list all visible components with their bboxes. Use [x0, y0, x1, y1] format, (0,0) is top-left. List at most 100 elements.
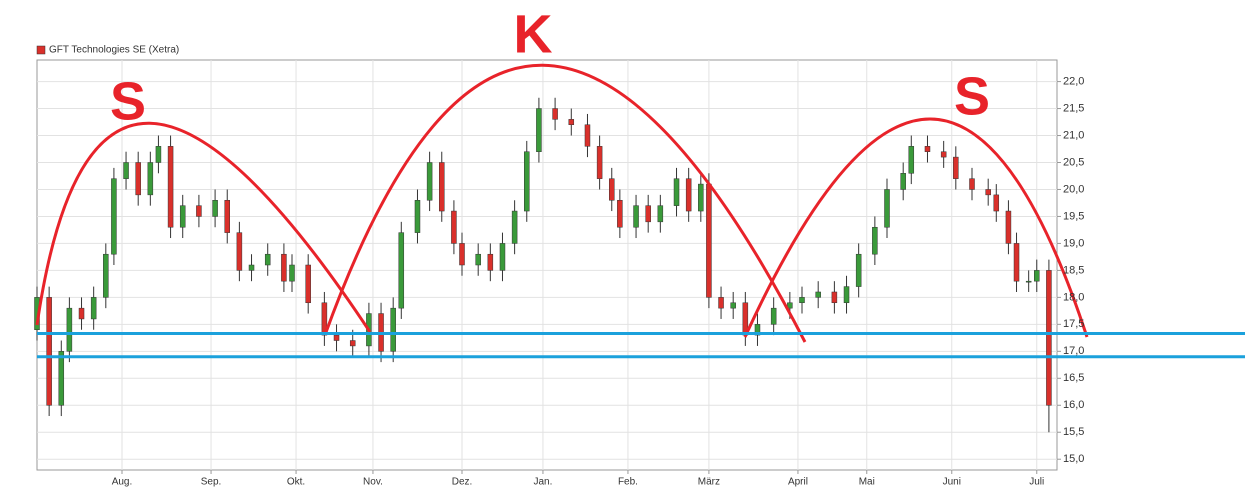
candle-body	[770, 307, 777, 325]
candle-body	[953, 156, 959, 179]
candle-body	[754, 324, 761, 336]
candle-body	[552, 108, 558, 120]
candle-body	[872, 226, 878, 255]
candle-body	[103, 253, 109, 298]
candle-body	[179, 205, 186, 228]
y-tick-label: 20,5	[1063, 156, 1084, 168]
candle-body	[264, 253, 271, 266]
candle-body	[289, 264, 295, 282]
trend-arc	[743, 117, 1089, 338]
candle-body	[459, 243, 465, 266]
x-tick-label: März	[698, 477, 720, 488]
y-tick-label: 18,0	[1063, 291, 1084, 303]
candle-body	[831, 291, 838, 304]
candle-body	[487, 253, 494, 271]
x-tick-label: Juni	[943, 477, 961, 488]
y-tick-label: 16,0	[1063, 399, 1084, 411]
candle-body	[196, 205, 202, 217]
annotation: S	[954, 66, 990, 126]
candle-body	[155, 146, 162, 163]
candle-body	[596, 146, 603, 179]
candle-body	[398, 232, 405, 309]
y-tick-label: 19,5	[1063, 210, 1084, 222]
candle-body	[333, 334, 340, 341]
candle-body	[439, 162, 445, 212]
y-tick-label: 22,0	[1063, 75, 1084, 87]
x-tick-label: Mai	[859, 477, 875, 488]
candle-body	[78, 307, 85, 320]
x-tick-label: Feb.	[618, 477, 638, 488]
candle-body	[609, 178, 615, 201]
candle-body	[633, 205, 639, 228]
candle-body	[66, 307, 73, 352]
candle-body	[900, 173, 906, 190]
x-tick-label: Jan.	[533, 477, 552, 488]
candle-body	[617, 200, 623, 228]
candle-body	[673, 178, 680, 206]
plot-area	[36, 59, 1058, 471]
candle-body	[390, 307, 396, 352]
candle-body	[969, 178, 975, 190]
candle-body	[321, 302, 328, 336]
x-tick-label: Juli	[1029, 477, 1044, 488]
candle-body	[236, 232, 243, 271]
y-tick-label: 21,0	[1063, 129, 1084, 141]
y-tick-label: 18,5	[1063, 264, 1084, 276]
annotation: S	[110, 71, 146, 131]
candle-body	[426, 162, 433, 201]
candle-body	[730, 302, 736, 309]
candle-body	[993, 194, 1000, 212]
y-tick-label: 15,0	[1063, 453, 1084, 465]
x-tick-label: Aug.	[112, 477, 133, 488]
candle-body	[135, 162, 141, 196]
candle-body	[884, 189, 890, 228]
annotation: K	[514, 4, 553, 64]
candle-body	[799, 297, 805, 304]
candle-body	[908, 146, 915, 174]
candle-body	[698, 183, 704, 212]
candle-body	[536, 108, 542, 152]
candle-body	[787, 302, 793, 309]
candle-body	[451, 210, 457, 244]
y-tick-label: 15,5	[1063, 426, 1084, 438]
candle-body	[1013, 243, 1020, 282]
candle-body	[475, 253, 481, 266]
candle-body	[657, 205, 664, 223]
candle-body	[305, 264, 311, 304]
candle-body	[90, 297, 97, 320]
candle-body	[147, 162, 154, 196]
trend-arc	[323, 63, 807, 343]
candle-body	[706, 183, 712, 298]
candle-body	[985, 189, 991, 196]
candle-body	[843, 286, 850, 304]
trend-arc	[35, 121, 372, 333]
candle-body	[123, 162, 129, 179]
legend-label: GFT Technologies SE (Xetra)	[49, 45, 179, 56]
candle-body	[212, 200, 218, 217]
y-tick-label: 16,5	[1063, 372, 1084, 384]
x-tick-label: Dez.	[452, 477, 473, 488]
candle-body	[1025, 280, 1032, 283]
candle-body	[248, 264, 255, 271]
candle-body	[940, 151, 947, 158]
candle-body	[349, 340, 356, 347]
candle-body	[111, 178, 117, 255]
x-tick-label: April	[788, 477, 808, 488]
candle-body	[499, 243, 506, 271]
candle-body	[167, 146, 174, 228]
y-tick-label: 20,0	[1063, 183, 1084, 195]
candle-body	[645, 205, 651, 223]
candle-body	[584, 124, 591, 147]
candle-body	[924, 146, 931, 152]
candle-body	[1046, 270, 1052, 406]
candle-body	[46, 297, 52, 406]
candle-body	[568, 119, 575, 125]
candle-body	[524, 151, 530, 212]
candle-body	[1005, 210, 1012, 244]
candle-body	[281, 253, 287, 282]
candle-body	[815, 291, 821, 298]
candle-body	[685, 178, 692, 212]
legend-swatch	[36, 45, 46, 55]
y-tick-label: 17,5	[1063, 318, 1084, 330]
